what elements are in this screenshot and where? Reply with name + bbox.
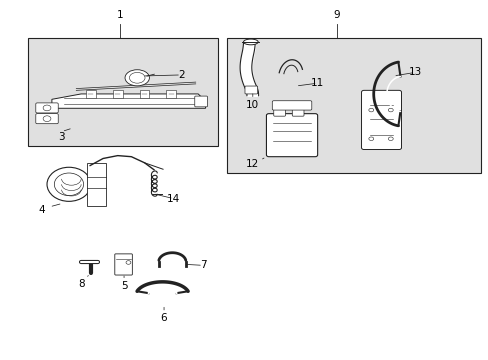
Text: 2: 2 bbox=[178, 70, 184, 80]
Ellipse shape bbox=[387, 108, 392, 112]
Bar bbox=[87, 163, 106, 206]
Bar bbox=[140, 90, 149, 98]
FancyBboxPatch shape bbox=[292, 108, 304, 116]
Bar bbox=[227, 39, 480, 173]
Polygon shape bbox=[52, 94, 205, 108]
Text: 6: 6 bbox=[161, 313, 167, 323]
Ellipse shape bbox=[243, 39, 258, 45]
Bar bbox=[166, 90, 176, 98]
Text: 3: 3 bbox=[58, 132, 65, 142]
Ellipse shape bbox=[126, 261, 131, 264]
Bar bbox=[27, 39, 217, 146]
Ellipse shape bbox=[54, 173, 83, 195]
FancyBboxPatch shape bbox=[36, 114, 58, 124]
Text: 14: 14 bbox=[167, 194, 180, 204]
FancyBboxPatch shape bbox=[36, 103, 58, 113]
Ellipse shape bbox=[387, 137, 392, 140]
Bar bbox=[113, 90, 122, 98]
Ellipse shape bbox=[125, 70, 149, 86]
FancyBboxPatch shape bbox=[194, 96, 207, 107]
Ellipse shape bbox=[43, 116, 51, 122]
Ellipse shape bbox=[368, 137, 373, 140]
Text: 7: 7 bbox=[199, 260, 206, 270]
FancyBboxPatch shape bbox=[115, 254, 132, 275]
Text: 8: 8 bbox=[78, 279, 84, 289]
Text: 12: 12 bbox=[245, 159, 259, 169]
Bar bbox=[86, 90, 96, 98]
Ellipse shape bbox=[129, 72, 145, 83]
FancyBboxPatch shape bbox=[273, 108, 285, 116]
Ellipse shape bbox=[43, 105, 51, 111]
Text: 1: 1 bbox=[117, 10, 123, 20]
Text: 13: 13 bbox=[407, 67, 421, 77]
Text: 5: 5 bbox=[121, 281, 127, 291]
Ellipse shape bbox=[368, 108, 373, 112]
Text: 9: 9 bbox=[333, 10, 340, 20]
FancyBboxPatch shape bbox=[266, 114, 317, 157]
Text: 10: 10 bbox=[246, 100, 259, 110]
FancyBboxPatch shape bbox=[272, 101, 311, 110]
Ellipse shape bbox=[47, 167, 91, 201]
Text: 11: 11 bbox=[310, 78, 324, 88]
FancyBboxPatch shape bbox=[361, 90, 401, 149]
Text: 4: 4 bbox=[39, 206, 45, 216]
FancyBboxPatch shape bbox=[244, 86, 257, 94]
